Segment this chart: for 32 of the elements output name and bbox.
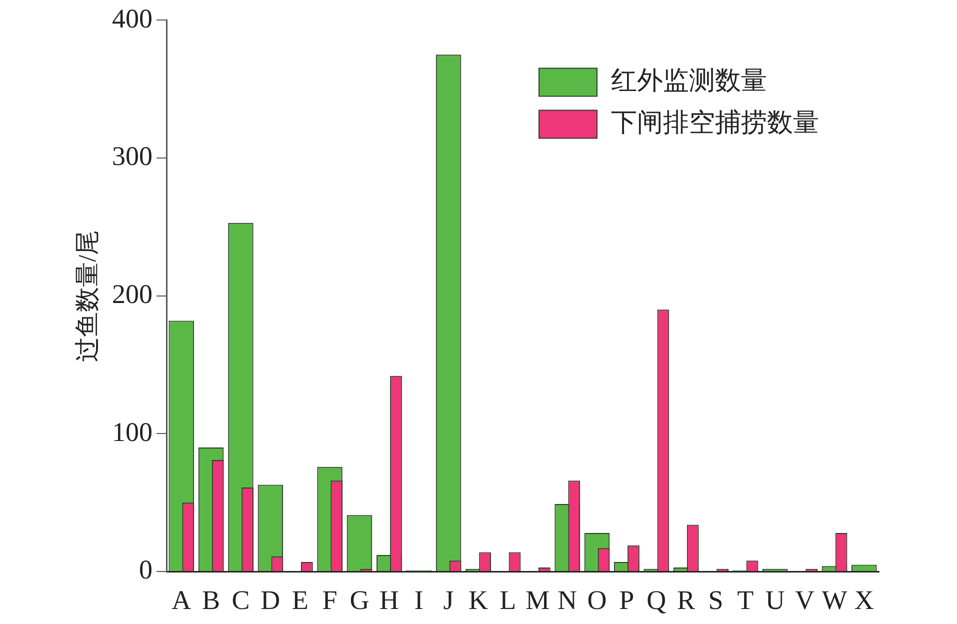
y-tick-label: 100 — [112, 416, 152, 447]
x-tick-label: V — [795, 584, 816, 615]
x-tick-label: T — [737, 584, 754, 615]
x-tick-label: H — [379, 584, 399, 615]
x-tick-label: N — [558, 584, 578, 615]
x-tick-label: S — [708, 584, 724, 615]
x-tick-label: A — [172, 584, 192, 615]
x-tick-label: P — [619, 584, 634, 615]
y-tick-label: 400 — [112, 3, 152, 34]
x-tick-label: E — [292, 584, 308, 615]
x-tick-label: C — [232, 584, 250, 615]
x-tick-label: O — [587, 584, 607, 615]
x-tick-label: Q — [646, 584, 667, 615]
x-tick-label: F — [322, 584, 338, 615]
x-tick-label: K — [468, 584, 488, 615]
y-axis-title: 过鱼数量/尾 — [74, 230, 102, 362]
x-tick-label: M — [526, 584, 550, 615]
x-tick-label: L — [500, 584, 516, 615]
x-tick-label: D — [260, 584, 280, 615]
x-tick-label: G — [350, 584, 370, 615]
x-tick-label: U — [765, 584, 785, 615]
x-tick-label: W — [822, 584, 848, 615]
y-tick-label: 200 — [112, 278, 152, 309]
legend-label: 红外监测数量 — [611, 66, 767, 96]
x-tick-label: I — [414, 584, 424, 615]
x-tick-label: R — [677, 584, 696, 615]
x-tick-label: B — [202, 584, 220, 615]
y-tick-label: 300 — [112, 141, 152, 172]
x-tick-label: J — [443, 584, 454, 615]
legend-label: 下闸排空捕捞数量 — [611, 108, 819, 138]
x-tick-label: X — [854, 584, 874, 615]
y-tick-label: 0 — [139, 554, 152, 585]
